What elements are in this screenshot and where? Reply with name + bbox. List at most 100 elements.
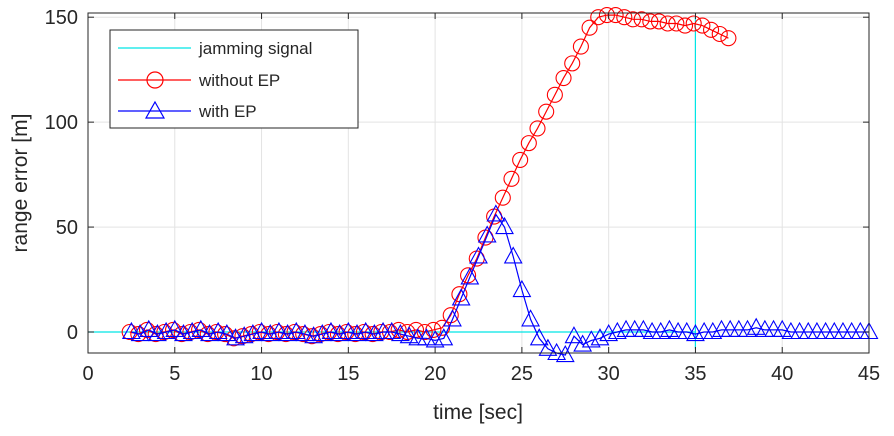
data-point-without-ep	[668, 15, 685, 32]
data-point-without-ep	[347, 326, 364, 343]
data-point-without-ep	[434, 319, 451, 336]
data-point-with-ep	[469, 246, 488, 264]
data-point-with-ep	[312, 323, 332, 342]
data-series	[88, 7, 879, 363]
data-point-without-ep	[321, 323, 338, 341]
data-point-with-ep	[443, 309, 462, 327]
data-point-with-ep	[252, 321, 271, 340]
data-point-with-ep	[338, 321, 358, 340]
data-point-without-ep	[555, 70, 572, 87]
data-point-without-ep	[503, 170, 520, 187]
data-point-without-ep	[399, 323, 416, 341]
data-point-without-ep	[147, 326, 164, 343]
data-point-without-ep	[616, 9, 633, 26]
data-point-with-ep	[564, 326, 584, 344]
data-point-with-ep	[581, 330, 601, 348]
data-point-without-ep	[243, 326, 260, 343]
data-point-with-ep	[607, 321, 627, 340]
axis-ticks: 0 5 10 15 20 25 30 35 40 45 0 50 100 150	[45, 7, 881, 385]
data-point-without-ep	[590, 9, 607, 26]
data-point-without-ep	[598, 7, 615, 24]
data-point-with-ep	[182, 321, 202, 340]
data-point-with-ep	[659, 319, 679, 337]
data-point-with-ep	[529, 328, 549, 346]
data-point-with-ep	[434, 328, 454, 346]
legend-label-with-ep: with EP	[198, 102, 257, 121]
data-point-with-ep	[347, 323, 367, 342]
data-point-with-ep	[547, 342, 567, 361]
data-point-with-ep	[217, 323, 237, 342]
data-point-without-ep	[564, 55, 581, 72]
data-point-with-ep	[191, 319, 211, 337]
data-point-with-ep	[417, 328, 436, 346]
data-point-with-ep	[295, 323, 315, 342]
x-tick-label: 10	[250, 363, 272, 385]
data-point-with-ep	[555, 344, 575, 363]
data-point-with-ep	[208, 321, 228, 340]
data-point-without-ep	[260, 326, 277, 343]
data-point-with-ep	[390, 323, 410, 342]
data-point-with-ep	[512, 279, 532, 298]
data-point-with-ep	[364, 323, 384, 342]
data-point-with-ep	[599, 323, 619, 342]
data-point-with-ep	[651, 321, 671, 340]
data-point-without-ep	[685, 15, 702, 32]
data-point-without-ep	[633, 11, 650, 28]
data-point-without-ep	[676, 17, 694, 34]
data-point-with-ep	[278, 323, 298, 342]
data-point-without-ep	[642, 13, 659, 30]
data-point-without-ep	[303, 328, 320, 345]
data-point-with-ep	[356, 321, 376, 340]
data-point-with-ep	[677, 321, 697, 340]
x-tick-label: 15	[337, 363, 359, 385]
data-point-with-ep	[633, 319, 653, 337]
data-point-with-ep	[460, 267, 480, 285]
data-point-without-ep	[494, 189, 511, 206]
y-axis-title: range error [m]	[9, 114, 32, 253]
data-point-with-ep	[399, 326, 419, 344]
data-point-without-ep	[156, 323, 173, 341]
data-point-with-ep	[139, 319, 159, 337]
data-point-with-ep	[269, 321, 289, 340]
y-tick-label: 150	[45, 7, 78, 29]
x-tick-label: 0	[82, 363, 93, 385]
y-tick-label: 50	[56, 217, 78, 239]
data-point-with-ep	[147, 323, 167, 342]
data-point-with-ep	[200, 323, 219, 342]
data-point-without-ep	[208, 323, 225, 341]
data-point-with-ep	[234, 326, 254, 344]
data-point-without-ep	[390, 321, 407, 338]
data-point-without-ep	[529, 120, 546, 137]
x-tick-label: 35	[684, 363, 706, 385]
data-point-with-ep	[425, 330, 445, 348]
series-line-without-ep	[129, 14, 729, 339]
legend-label-without-ep: without EP	[198, 71, 280, 90]
data-point-without-ep	[581, 19, 598, 36]
data-point-without-ep	[295, 326, 312, 343]
data-point-with-ep	[703, 321, 723, 340]
y-tick-label: 0	[67, 322, 78, 344]
data-point-with-ep	[304, 326, 324, 344]
data-point-with-ep	[486, 204, 506, 222]
data-point-without-ep	[720, 30, 737, 47]
data-point-with-ep	[156, 321, 176, 340]
data-point-with-ep	[738, 319, 757, 337]
data-point-with-ep	[503, 246, 523, 264]
data-point-with-ep	[174, 323, 193, 342]
legend-box	[109, 29, 359, 129]
data-point-without-ep	[182, 323, 199, 341]
data-point-with-ep	[495, 216, 514, 235]
data-point-without-ep	[286, 323, 303, 341]
data-point-with-ep	[451, 288, 471, 306]
data-point-with-ep	[686, 323, 705, 342]
data-point-without-ep	[416, 323, 433, 341]
data-point-without-ep	[538, 103, 555, 120]
data-point-without-ep	[650, 13, 668, 30]
series-without-ep	[121, 7, 737, 347]
data-point-without-ep	[572, 38, 589, 55]
series-jamming-signal	[88, 17, 697, 349]
data-point-without-ep	[269, 323, 286, 341]
data-point-without-ep	[364, 326, 381, 343]
data-point-without-ep	[277, 326, 294, 343]
